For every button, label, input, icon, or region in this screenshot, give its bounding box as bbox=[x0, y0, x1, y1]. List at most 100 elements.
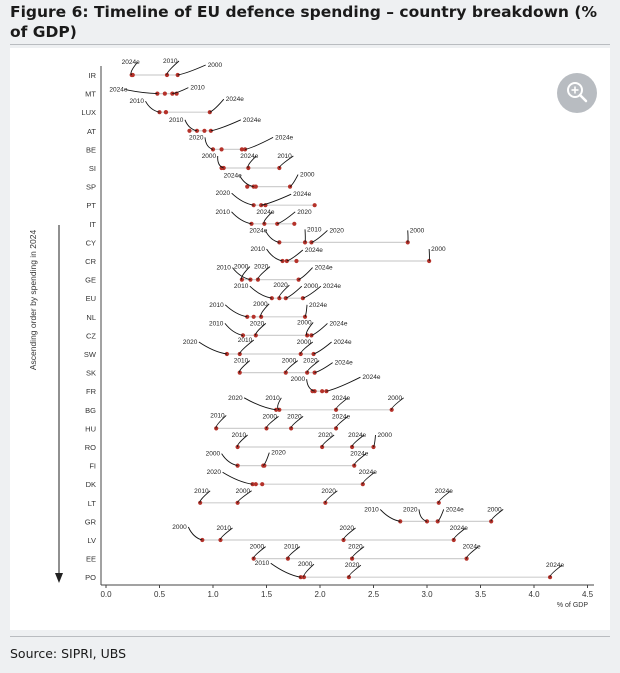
leader-nl-2000 bbox=[260, 303, 270, 318]
leader-ro-2024e bbox=[351, 434, 365, 448]
year-label-fi-2000: 2000 bbox=[206, 451, 221, 458]
leader-eu-2020 bbox=[278, 284, 290, 299]
leader-nl-2010 bbox=[224, 304, 248, 318]
country-label-ee: EE bbox=[86, 555, 96, 564]
country-label-ge: GE bbox=[85, 276, 96, 285]
country-label-fr: FR bbox=[86, 387, 97, 396]
leader-sp-2000 bbox=[289, 174, 299, 187]
leader-gr-2020 bbox=[418, 509, 428, 522]
year-label-ro-2024e: 2024e bbox=[348, 432, 366, 439]
x-tick-label: 4.0 bbox=[528, 590, 540, 599]
chart-panel bbox=[10, 48, 610, 630]
country-label-at: AT bbox=[87, 127, 96, 136]
year-label-ee-2010: 2010 bbox=[284, 544, 299, 551]
leader-sk-2010 bbox=[239, 360, 251, 373]
point-po-2020 bbox=[346, 575, 351, 580]
year-label-sw-2024e: 2024e bbox=[334, 339, 352, 346]
year-label-gr-2024e: 2024e bbox=[446, 506, 464, 513]
year-label-cz-2010: 2010 bbox=[209, 320, 224, 327]
leader-ge-2010 bbox=[232, 267, 251, 281]
point-po-2000 bbox=[301, 575, 307, 580]
leader-ge-2024e bbox=[298, 267, 313, 281]
country-label-pt: PT bbox=[86, 201, 96, 210]
year-label-ir-2000: 2000 bbox=[208, 62, 223, 69]
year-label-nl-2010: 2010 bbox=[209, 302, 224, 309]
leader-ge-2000 bbox=[241, 266, 251, 280]
leader-po-2000 bbox=[303, 563, 315, 578]
y-axis-label: Ascending order by spending in 2024 bbox=[28, 230, 38, 371]
x-tick-label: 3.5 bbox=[475, 590, 487, 599]
point-nl-2020 bbox=[251, 314, 256, 319]
leader-be-2024e bbox=[245, 137, 274, 150]
leader-sk-2020 bbox=[306, 360, 320, 373]
year-label-sw-2010: 2010 bbox=[238, 337, 253, 344]
point-pt-2000 bbox=[312, 203, 317, 208]
leader-ee-2000 bbox=[253, 546, 266, 559]
leader-bg-2010 bbox=[277, 397, 282, 411]
x-tick-label: 4.5 bbox=[582, 590, 594, 599]
x-axis-label: % of GDP bbox=[557, 602, 588, 609]
point-at-2024e bbox=[208, 128, 213, 133]
year-label-po-2000: 2000 bbox=[298, 561, 313, 568]
leader-po-2024e bbox=[549, 564, 563, 578]
leader-gr-2010 bbox=[379, 509, 401, 522]
source-note: Source: SIPRI, UBS bbox=[10, 646, 127, 661]
leader-dk-2020 bbox=[222, 471, 253, 485]
year-label-cr-2024e: 2024e bbox=[305, 247, 323, 254]
year-label-bg-2024e: 2024e bbox=[332, 395, 350, 402]
leader-fi-2020 bbox=[262, 452, 270, 466]
year-label-cy-2020: 2020 bbox=[329, 227, 344, 234]
leader-cr-2024e bbox=[286, 249, 304, 262]
country-label-hu: HU bbox=[85, 424, 96, 433]
leader-lt-2020 bbox=[324, 490, 338, 504]
year-label-sk-2000: 2000 bbox=[282, 358, 297, 365]
year-label-lv-2000: 2000 bbox=[172, 524, 187, 531]
country-label-bg: BG bbox=[85, 406, 96, 415]
year-label-it-2020: 2020 bbox=[297, 209, 312, 216]
year-label-pt-2024e: 2024e bbox=[293, 191, 311, 198]
point-fr-2020 bbox=[320, 389, 325, 394]
year-label-hu-2000: 2000 bbox=[263, 413, 278, 420]
year-label-cz-2000: 2000 bbox=[297, 319, 312, 326]
year-label-lux-2024e: 2024e bbox=[226, 96, 244, 103]
leader-hu-2024e bbox=[335, 416, 349, 429]
leader-hu-2000 bbox=[265, 416, 279, 429]
year-label-ge-2000: 2000 bbox=[234, 264, 249, 271]
year-label-sk-2024e: 2024e bbox=[335, 360, 353, 367]
year-label-lt-2020: 2020 bbox=[321, 488, 336, 495]
x-tick-label: 2.0 bbox=[314, 590, 326, 599]
year-label-gr-2000: 2000 bbox=[487, 506, 502, 513]
year-label-ro-2000: 2000 bbox=[378, 432, 393, 439]
zoom-button[interactable] bbox=[557, 73, 597, 113]
leader-lv-2000 bbox=[187, 526, 203, 541]
year-label-mt-2010: 2010 bbox=[190, 85, 205, 92]
leader-cz-2000 bbox=[305, 322, 314, 336]
leader-si-2010 bbox=[278, 155, 294, 169]
leader-cz-2024e bbox=[311, 323, 328, 336]
year-label-be-2024e: 2024e bbox=[275, 134, 293, 141]
year-label-lt-2000: 2000 bbox=[236, 488, 251, 495]
leader-fr-2024e bbox=[326, 376, 361, 392]
leader-eu-2000 bbox=[285, 285, 303, 299]
point-dk-2000 bbox=[260, 482, 265, 487]
year-label-lt-2010: 2010 bbox=[194, 488, 209, 495]
year-label-lv-2024e: 2024e bbox=[450, 525, 468, 532]
country-label-cy: CY bbox=[86, 238, 96, 247]
leader-si-2024e bbox=[247, 155, 257, 169]
year-label-ee-2020: 2020 bbox=[348, 544, 363, 551]
leader-cy-2024e bbox=[264, 230, 280, 243]
leader-cr-2010 bbox=[266, 248, 283, 262]
year-label-hu-2010: 2010 bbox=[210, 412, 225, 419]
leader-eu-2024e bbox=[302, 285, 322, 299]
leader-lt-2010 bbox=[199, 490, 211, 504]
country-label-it: IT bbox=[89, 220, 96, 229]
leader-lux-2024e bbox=[209, 98, 225, 113]
year-label-ge-2024e: 2024e bbox=[315, 265, 333, 272]
point-po-2010 bbox=[298, 575, 303, 580]
year-label-nl-2024e: 2024e bbox=[309, 302, 327, 309]
country-label-sp: SP bbox=[86, 183, 96, 192]
year-label-gr-2020: 2020 bbox=[403, 506, 418, 513]
leader-sp-2024e bbox=[239, 175, 254, 188]
point-be-2000 bbox=[239, 147, 244, 152]
